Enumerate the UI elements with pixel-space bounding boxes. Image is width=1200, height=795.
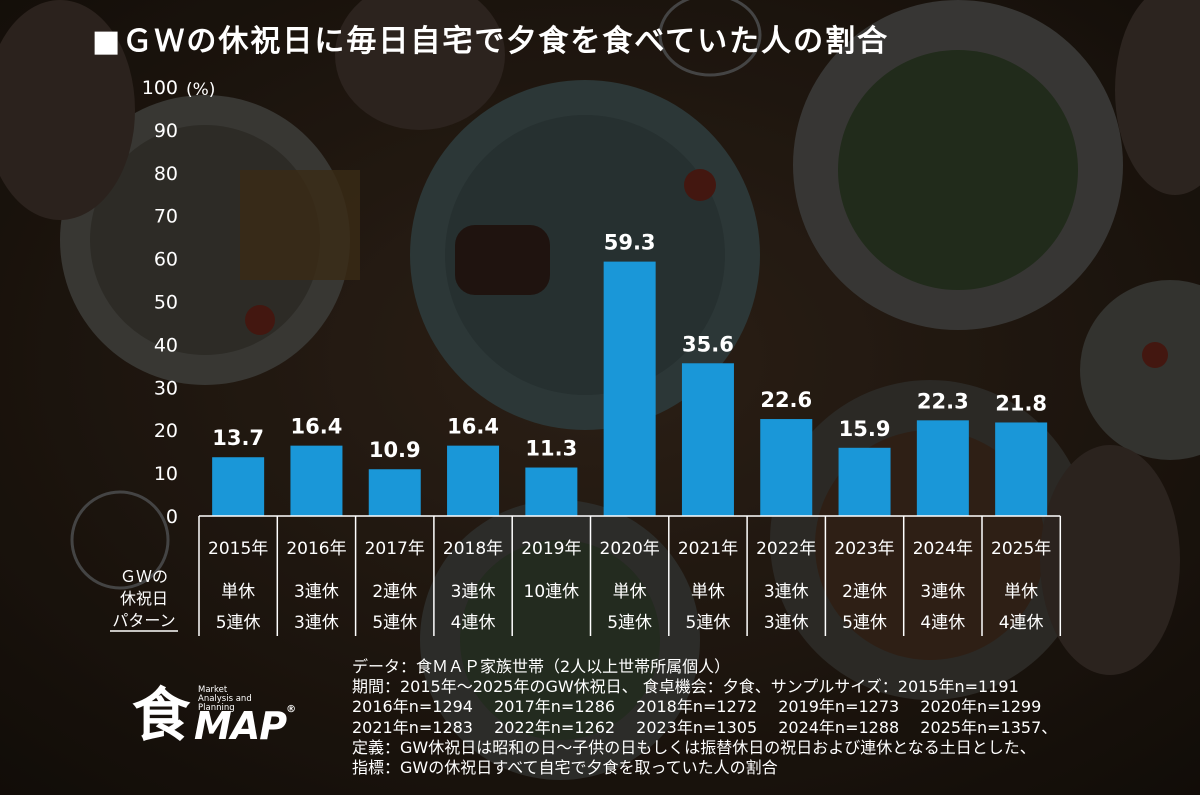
logo-tagline: Market Analysis and Planning [198, 685, 252, 713]
bar [916, 420, 969, 516]
pattern-row-label: パターン [112, 611, 175, 630]
chart-title: ■ＧＷの休祝日に毎日自宅で夕食を食べていた人の割合 [92, 24, 890, 59]
bar [681, 363, 734, 516]
note-line: 2016年n=1294 2017年n=1286 2018年n=1272 2019… [352, 697, 1042, 717]
x-tick-label: 2016年 [286, 539, 346, 559]
pattern-cell: 3連休 [764, 613, 809, 633]
bar [995, 422, 1048, 516]
x-tick-label: 2021年 [678, 539, 738, 559]
pattern-cell: 5連休 [842, 613, 887, 633]
logo-kanji: 食 [132, 681, 191, 749]
bar-value-label: 16.4 [291, 415, 343, 439]
note-line: 指標：GWの休祝日すべて自宅で夕食を取っていた人の割合 [352, 758, 778, 778]
y-tick-label: 20 [154, 420, 178, 442]
pattern-cell: 5連休 [372, 613, 417, 633]
pattern-cell: 3連休 [920, 582, 965, 602]
pattern-cell: 単休 [221, 582, 255, 602]
pattern-cell: 5連休 [216, 613, 261, 633]
pattern-cell: 4連休 [920, 613, 965, 633]
bar-value-label: 15.9 [839, 417, 891, 441]
pattern-cell: 4連休 [999, 613, 1044, 633]
bar [603, 261, 656, 516]
notes: データ：食ＭＡＰ家族世帯（2人以上世帯所属個人） 期間：2015年～2025年の… [352, 657, 1057, 778]
bar [838, 447, 891, 516]
x-tick-label: 2018年 [443, 539, 503, 559]
x-tick-label: 2025年 [991, 539, 1051, 559]
y-tick-label: 80 [154, 163, 178, 185]
pattern-cell: 2連休 [842, 582, 887, 602]
pattern-cell: 2連休 [372, 582, 417, 602]
note-line: 期間：2015年～2025年のGW休祝日、 食卓機会：夕食、サンプルサイズ：20… [352, 677, 1019, 697]
pattern-cell: 4連休 [451, 613, 496, 633]
bar-value-label: 22.3 [917, 389, 969, 413]
pattern-cell: 単休 [1004, 582, 1038, 602]
x-tick-label: 2022年 [756, 539, 816, 559]
x-tick-label: 2017年 [365, 539, 425, 559]
pattern-cell: 3連休 [294, 613, 339, 633]
pattern-cell: 3連休 [451, 582, 496, 602]
pattern-cell: 5連休 [607, 613, 652, 633]
y-unit-label: (%) [186, 80, 215, 100]
note-line: 定義：GW休祝日は昭和の日～子供の日もしくは振替休日の祝日および連休となる土日と… [352, 737, 1036, 757]
y-tick-label: 90 [154, 120, 178, 142]
y-tick-label: 40 [154, 334, 178, 356]
bar [290, 445, 343, 516]
bar-value-label: 35.6 [682, 332, 734, 356]
x-tick-label: 2024年 [913, 539, 973, 559]
y-tick-label: 10 [154, 463, 178, 485]
pattern-cell: 3連休 [294, 582, 339, 602]
bar [447, 445, 500, 516]
pattern-cell: 単休 [613, 582, 647, 602]
bar [368, 469, 421, 516]
pattern-cell: 単休 [691, 582, 725, 602]
x-tick-label: 2023年 [834, 539, 894, 559]
y-tick-label: 70 [154, 206, 178, 228]
pattern-cell: 10連休 [524, 582, 580, 602]
y-tick-label: 100 [142, 77, 178, 99]
bar [525, 467, 578, 516]
pattern-cell: 5連休 [686, 613, 731, 633]
y-tick-label: 60 [154, 249, 178, 271]
bar-value-label: 16.4 [447, 415, 499, 439]
x-tick-label: 2020年 [600, 539, 660, 559]
note-line: 2021年n=1283 2022年n=1262 2023年n=1305 2024… [352, 717, 1058, 737]
logo-map: MAP® [194, 704, 296, 748]
shokumap-logo: 食 MAP® Market Analysis and Planning [130, 682, 305, 757]
x-tick-label: 2019年 [521, 539, 581, 559]
x-tick-label: 2015年 [208, 539, 268, 559]
pattern-row-label: 休祝日 [120, 589, 168, 608]
pattern-row-label: ＧＷの [120, 567, 168, 586]
bar [760, 419, 813, 516]
bar-value-label: 11.3 [525, 437, 577, 461]
note-line: データ：食ＭＡＰ家族世帯（2人以上世帯所属個人） [352, 657, 731, 676]
y-tick-label: 0 [166, 506, 178, 528]
bar-value-label: 13.7 [212, 426, 264, 450]
y-tick-label: 30 [154, 377, 178, 399]
bar [212, 457, 265, 516]
bar-value-label: 22.6 [760, 388, 812, 412]
bar-value-label: 59.3 [604, 231, 656, 255]
pattern-cell: 3連休 [764, 582, 809, 602]
bar-value-label: 10.9 [369, 438, 421, 462]
y-tick-label: 50 [154, 292, 178, 314]
bar-value-label: 21.8 [995, 391, 1047, 415]
